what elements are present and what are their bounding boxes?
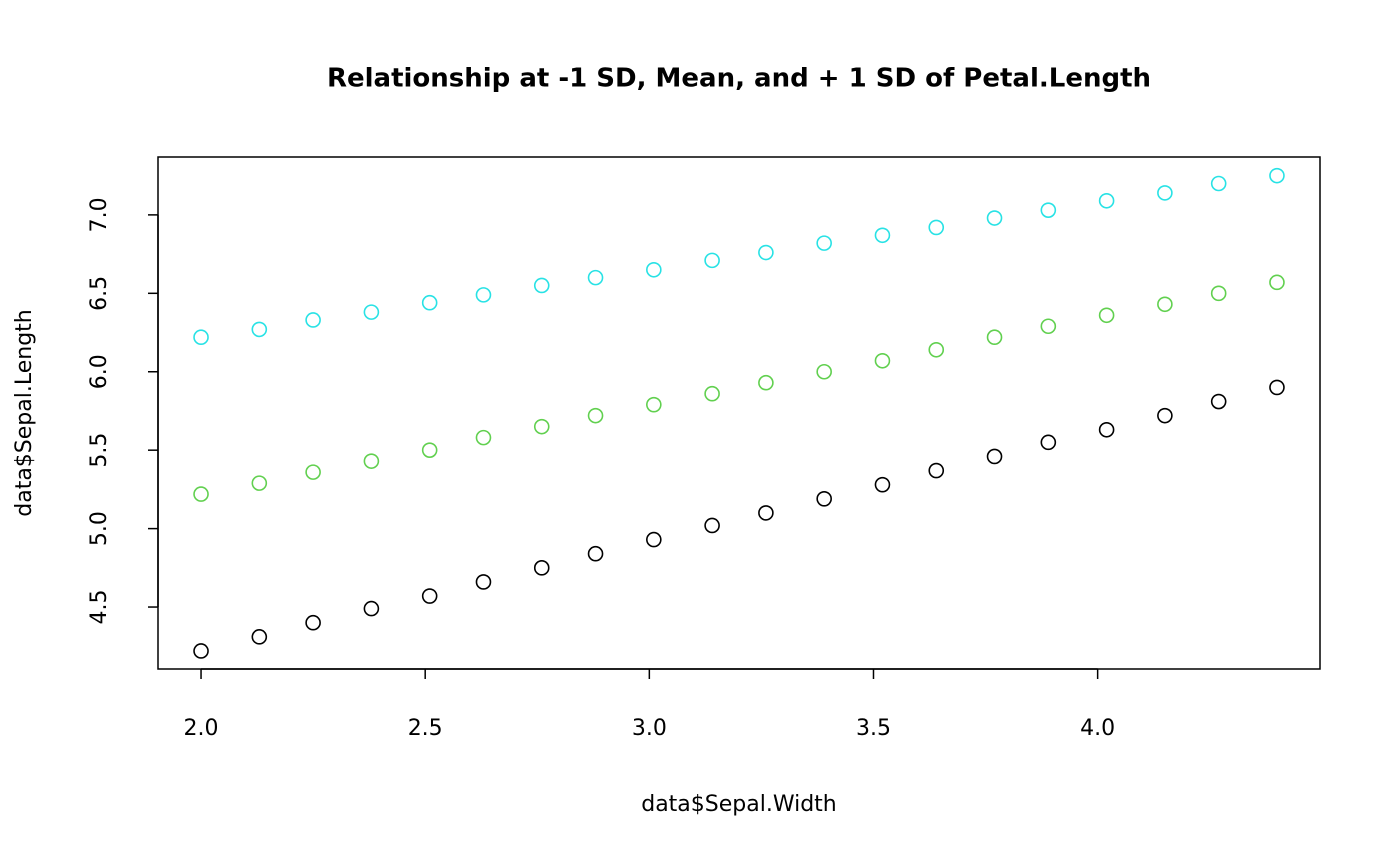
x-tick-label: 3.0 [632,716,667,741]
point [986,210,1003,226]
point [816,363,832,380]
point [475,287,492,303]
point [646,531,662,548]
point [1040,318,1057,335]
y-tick-label: 4.5 [87,590,112,625]
point [475,574,492,590]
point [1157,407,1173,424]
point [193,643,209,659]
point [1210,393,1227,410]
point [758,505,774,521]
y-axis-label: data$Sepal.Length [12,309,37,517]
point [928,219,945,236]
point [1040,434,1057,451]
y-tick-label: 5.5 [87,433,112,468]
point [1040,202,1057,218]
point [421,588,438,604]
point [251,629,268,645]
point [874,352,891,369]
point [928,341,945,358]
plot-frame [157,156,1321,670]
point [305,312,321,328]
point [758,244,774,261]
point [986,448,1003,465]
y-tick-label: 5.0 [87,511,112,546]
point [587,269,604,286]
point [704,517,720,534]
point [587,545,604,562]
point [1157,296,1173,313]
point [587,407,604,424]
point [986,329,1003,346]
point [704,252,720,269]
point [363,304,380,320]
point [1269,167,1285,184]
point [874,227,891,244]
point [421,442,438,458]
point [533,418,550,435]
point [928,462,945,479]
point [251,475,268,491]
x-tick-label: 3.5 [856,716,891,741]
y-tick-label: 6.0 [87,354,112,389]
point [646,396,662,413]
point [704,385,720,402]
point [305,614,321,631]
point [874,476,891,493]
chart-title: Relationship at -1 SD, Mean, and + 1 SD … [327,64,1151,94]
point [533,277,550,294]
x-tick-label: 4.0 [1080,716,1115,741]
point [646,261,662,278]
point [421,294,438,311]
x-tick-label: 2.0 [184,716,219,741]
point [193,486,209,502]
point [1210,285,1227,302]
point [1098,192,1115,209]
point [1269,274,1285,291]
point [1098,307,1115,324]
point [758,374,774,391]
point [475,429,492,446]
point [363,600,380,617]
point [193,329,209,346]
point [1269,379,1285,396]
point [305,464,321,480]
y-tick-label: 6.5 [87,276,112,311]
point [533,560,550,576]
point [1210,175,1227,192]
point [1098,421,1115,438]
y-tick-label: 7.0 [87,197,112,232]
point [251,321,268,338]
point [1157,185,1173,201]
point [816,491,832,507]
x-axis-label: data$Sepal.Width [641,792,837,817]
point [363,453,380,469]
point [816,235,832,251]
x-tick-label: 2.5 [408,716,443,741]
